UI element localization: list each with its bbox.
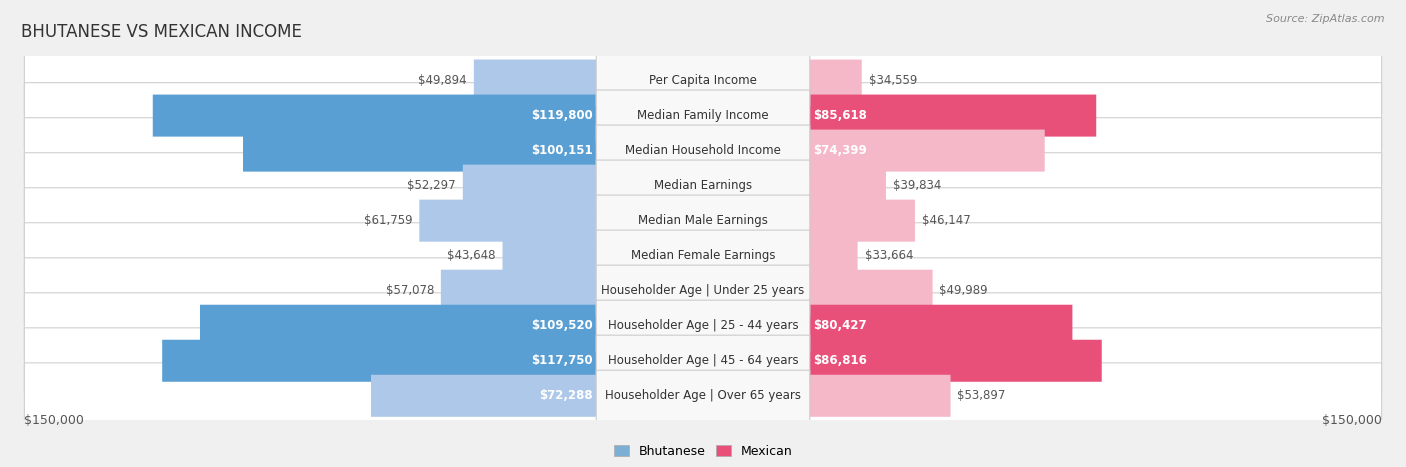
FancyBboxPatch shape: [810, 305, 1073, 347]
FancyBboxPatch shape: [810, 60, 862, 102]
Text: Median Household Income: Median Household Income: [626, 144, 780, 157]
Text: Median Female Earnings: Median Female Earnings: [631, 249, 775, 262]
FancyBboxPatch shape: [596, 195, 810, 246]
Text: $34,559: $34,559: [869, 74, 917, 87]
FancyBboxPatch shape: [596, 300, 810, 351]
FancyBboxPatch shape: [502, 234, 596, 276]
FancyBboxPatch shape: [24, 363, 1382, 429]
FancyBboxPatch shape: [596, 55, 810, 106]
FancyBboxPatch shape: [474, 60, 596, 102]
Text: $49,989: $49,989: [939, 284, 988, 297]
Text: Householder Age | 25 - 44 years: Householder Age | 25 - 44 years: [607, 319, 799, 332]
FancyBboxPatch shape: [441, 269, 596, 312]
Text: Householder Age | 45 - 64 years: Householder Age | 45 - 64 years: [607, 354, 799, 367]
Text: BHUTANESE VS MEXICAN INCOME: BHUTANESE VS MEXICAN INCOME: [21, 23, 302, 42]
Text: $53,897: $53,897: [957, 389, 1005, 402]
Text: Per Capita Income: Per Capita Income: [650, 74, 756, 87]
Legend: Bhutanese, Mexican: Bhutanese, Mexican: [613, 445, 793, 458]
Text: $72,288: $72,288: [538, 389, 592, 402]
FancyBboxPatch shape: [243, 129, 596, 171]
FancyBboxPatch shape: [596, 125, 810, 176]
FancyBboxPatch shape: [24, 293, 1382, 359]
FancyBboxPatch shape: [596, 90, 810, 141]
FancyBboxPatch shape: [419, 199, 596, 241]
FancyBboxPatch shape: [371, 375, 596, 417]
Text: $86,816: $86,816: [814, 354, 868, 367]
Text: Householder Age | Over 65 years: Householder Age | Over 65 years: [605, 389, 801, 402]
FancyBboxPatch shape: [463, 164, 596, 206]
FancyBboxPatch shape: [24, 223, 1382, 289]
FancyBboxPatch shape: [596, 265, 810, 316]
FancyBboxPatch shape: [596, 370, 810, 421]
FancyBboxPatch shape: [810, 340, 1102, 382]
Text: Source: ZipAtlas.com: Source: ZipAtlas.com: [1267, 14, 1385, 24]
FancyBboxPatch shape: [24, 258, 1382, 324]
FancyBboxPatch shape: [24, 188, 1382, 254]
FancyBboxPatch shape: [810, 199, 915, 241]
Text: $117,750: $117,750: [531, 354, 592, 367]
Text: Median Earnings: Median Earnings: [654, 179, 752, 192]
FancyBboxPatch shape: [810, 164, 886, 206]
FancyBboxPatch shape: [24, 118, 1382, 184]
FancyBboxPatch shape: [810, 269, 932, 312]
FancyBboxPatch shape: [153, 94, 596, 136]
Text: $119,800: $119,800: [531, 109, 592, 122]
Text: $57,078: $57,078: [385, 284, 434, 297]
FancyBboxPatch shape: [162, 340, 596, 382]
Text: $150,000: $150,000: [24, 414, 84, 427]
FancyBboxPatch shape: [810, 375, 950, 417]
Text: $80,427: $80,427: [814, 319, 868, 332]
FancyBboxPatch shape: [24, 153, 1382, 219]
Text: $61,759: $61,759: [364, 214, 412, 227]
Text: $74,399: $74,399: [814, 144, 868, 157]
FancyBboxPatch shape: [810, 94, 1097, 136]
Text: $46,147: $46,147: [922, 214, 970, 227]
Text: $85,618: $85,618: [814, 109, 868, 122]
FancyBboxPatch shape: [596, 230, 810, 281]
Text: $109,520: $109,520: [531, 319, 592, 332]
Text: $52,297: $52,297: [408, 179, 456, 192]
FancyBboxPatch shape: [596, 160, 810, 211]
Text: $49,894: $49,894: [419, 74, 467, 87]
Text: Median Male Earnings: Median Male Earnings: [638, 214, 768, 227]
FancyBboxPatch shape: [810, 234, 858, 276]
FancyBboxPatch shape: [200, 305, 596, 347]
Text: $150,000: $150,000: [1322, 414, 1382, 427]
FancyBboxPatch shape: [24, 83, 1382, 149]
FancyBboxPatch shape: [810, 129, 1045, 171]
Text: Householder Age | Under 25 years: Householder Age | Under 25 years: [602, 284, 804, 297]
FancyBboxPatch shape: [24, 328, 1382, 394]
FancyBboxPatch shape: [596, 335, 810, 386]
Text: $33,664: $33,664: [865, 249, 912, 262]
Text: $100,151: $100,151: [531, 144, 592, 157]
Text: Median Family Income: Median Family Income: [637, 109, 769, 122]
FancyBboxPatch shape: [24, 48, 1382, 113]
Text: $39,834: $39,834: [893, 179, 941, 192]
Text: $43,648: $43,648: [447, 249, 496, 262]
